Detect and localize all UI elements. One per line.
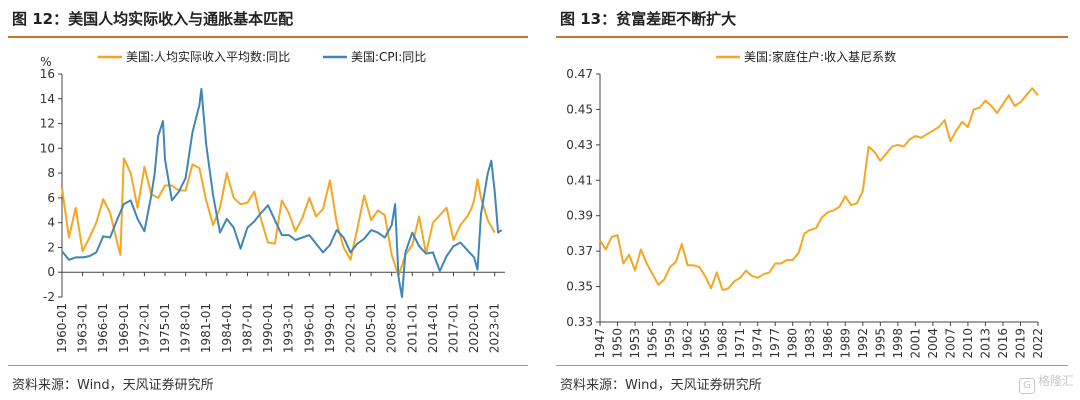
x-tick-label: 1996-01	[302, 303, 316, 353]
income-cpi-chart: % -2 0 2 4 6 8 10 12 14 16 1960-01 1963-01 1966-01 196…	[40, 49, 505, 353]
x-tick-label: 1971	[733, 328, 747, 359]
x-tick-label: 1959	[663, 328, 677, 359]
x-tick-label: 1974	[751, 328, 765, 359]
series-line-2	[61, 87, 503, 298]
source-note: 资料来源：Wind，天风证券研究所	[560, 378, 762, 393]
x-tick-label: 2004	[926, 328, 940, 359]
x-tick-label: 1978-01	[179, 303, 193, 353]
x-tick-label: 1947	[593, 328, 607, 359]
title-divider	[8, 36, 528, 38]
x-tick-label: 1972-01	[137, 303, 151, 353]
figure-12-panel: 图 12：美国人均实际收入与通胀基本匹配 % -2 0 2 4 6 8 10 12 14 16 196…	[8, 10, 528, 393]
watermark-text: 格隆汇	[1037, 374, 1074, 388]
watermark-logo-icon: G	[1018, 378, 1035, 394]
x-tick-label: 1989	[838, 328, 852, 359]
y-tick-label: 0.43	[566, 138, 593, 152]
gini-chart: 0.33 0.35 0.37 0.39 0.41 0.43 0.45 0.47 1947 1950…	[566, 49, 1045, 359]
source-divider	[556, 365, 1068, 366]
x-tick-label: 1984-01	[220, 303, 234, 353]
x-tick-label: 1968	[716, 328, 730, 359]
x-tick-label: 2002-01	[343, 303, 357, 353]
y-tick-label: -2	[43, 290, 55, 304]
legend-label: 美国:CPI:同比	[351, 50, 426, 64]
x-tick-label: 1986	[821, 328, 835, 359]
y-tick-label: 0.35	[566, 280, 593, 294]
series-line-1	[599, 87, 1039, 292]
x-tick-label: 2011-01	[405, 303, 419, 353]
y-tick-label: 10	[40, 141, 55, 155]
figure-13-panel: 图 13：贫富差距不断扩大 0.33 0.35 0.37 0.39 0.41 0.43 0.…	[548, 0, 1080, 400]
y-tick-label: 4	[47, 216, 55, 230]
x-tick-label: 2016	[996, 328, 1010, 359]
legend-item-2: 美国:CPI:同比	[323, 50, 426, 64]
source-divider	[8, 365, 528, 366]
y-tick-label: 16	[40, 67, 55, 81]
x-tick-label: 2017-01	[446, 303, 460, 353]
x-tick-label: 1977	[768, 328, 782, 359]
y-tick-label: 12	[40, 117, 55, 131]
x-tick-label: 2010	[961, 328, 975, 359]
x-tick-label: 1983	[803, 328, 817, 359]
x-tick-label: 1950	[611, 328, 625, 359]
x-tick-label: 1998	[891, 328, 905, 359]
y-axis-unit-label: %	[40, 55, 51, 69]
y-tick-label: 0.41	[566, 173, 593, 187]
y-tick-label: 0	[47, 265, 55, 279]
x-tick-label: 1963-01	[76, 303, 90, 353]
x-tick-label: 1990-01	[261, 303, 275, 353]
x-tick-label: 2008-01	[385, 303, 399, 353]
y-tick-label: 0.47	[566, 67, 593, 81]
x-tick-label: 1956	[646, 328, 660, 359]
x-tick-label: 1960-01	[55, 303, 69, 353]
legend-label: 美国:家庭住户:收入基尼系数	[744, 49, 896, 64]
x-tick-label: 1980	[786, 328, 800, 359]
x-tick-label: 2013	[978, 328, 992, 359]
x-tick-label: 2023-01	[488, 303, 502, 353]
x-tick-label: 1975-01	[158, 303, 172, 353]
watermark: G 格隆汇	[1018, 372, 1074, 394]
x-tick-label: 2020-01	[467, 303, 481, 353]
legend-item-1: 美国:家庭住户:收入基尼系数	[716, 49, 896, 64]
x-tick-label: 2001	[908, 328, 922, 359]
x-tick-label: 1953	[628, 328, 642, 359]
y-tick-label: 6	[47, 191, 55, 205]
x-tick-label: 1987-01	[240, 303, 254, 353]
title-divider	[556, 36, 1068, 38]
figure-title: 图 12：美国人均实际收入与通胀基本匹配	[12, 10, 294, 28]
x-tick-label: 1992	[856, 328, 870, 359]
x-tick-label: 1999-01	[323, 303, 337, 353]
x-tick-label: 1995	[873, 328, 887, 359]
y-tick-label: 2	[47, 240, 55, 254]
x-tick-label: 1981-01	[199, 303, 213, 353]
y-tick-label: 14	[40, 92, 55, 106]
y-tick-label: 0.33	[566, 315, 593, 329]
x-tick-label: 1966-01	[96, 303, 110, 353]
series-line-1	[61, 157, 496, 277]
legend-item-1: 美国:人均实际收入平均数:同比	[98, 49, 290, 64]
y-tick-label: 0.39	[566, 209, 593, 223]
legend-label: 美国:人均实际收入平均数:同比	[126, 49, 290, 64]
x-tick-label: 2007	[943, 328, 957, 359]
x-tick-label: 2022	[1031, 328, 1045, 359]
x-tick-label: 1962	[681, 328, 695, 359]
y-tick-label: 8	[47, 166, 55, 180]
x-tick-label: 2014-01	[426, 303, 440, 353]
figure-title: 图 13：贫富差距不断扩大	[560, 10, 737, 28]
x-tick-label: 1969-01	[117, 303, 131, 353]
x-tick-label: 1993-01	[282, 303, 296, 353]
y-tick-label: 0.37	[566, 244, 593, 258]
y-tick-label: 0.45	[566, 102, 593, 116]
x-tick-label: 1965	[698, 328, 712, 359]
x-tick-label: 2019	[1013, 328, 1027, 359]
x-tick-label: 2005-01	[364, 303, 378, 353]
source-note: 资料来源：Wind，天风证券研究所	[12, 378, 214, 393]
